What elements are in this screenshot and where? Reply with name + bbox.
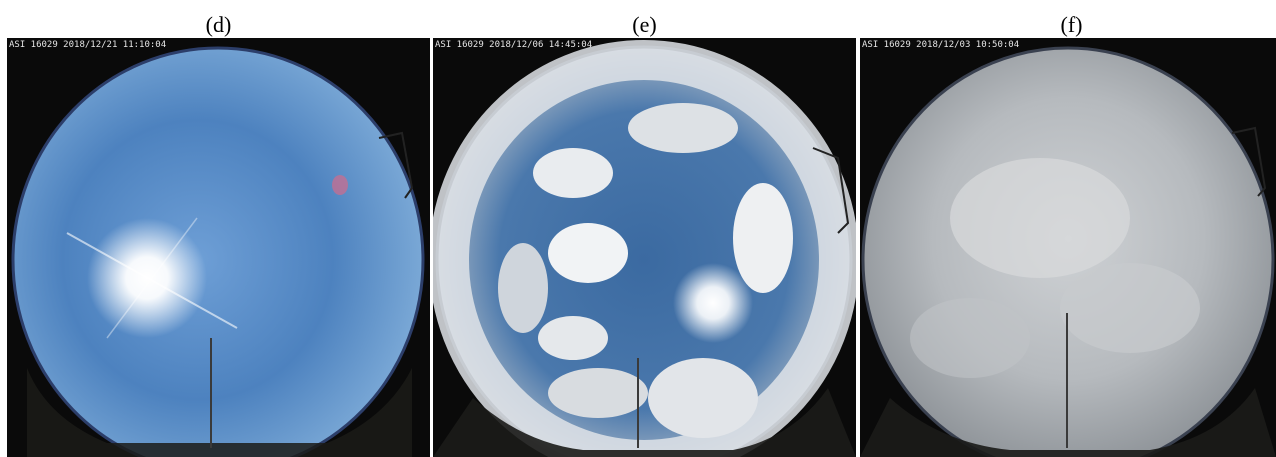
panel-f-sky-image: ASI 16029 2018/12/03 10:50:04 [860,38,1276,457]
overcast-sky-fisheye-image [860,38,1276,457]
panel-e: (e) [433,0,856,457]
panel-e-timestamp: ASI 16029 2018/12/06 14:45:04 [435,40,593,50]
panel-d-timestamp: ASI 16029 2018/12/21 11:10:04 [9,40,167,50]
panel-f-timestamp: ASI 16029 2018/12/03 10:50:04 [862,40,1020,50]
panel-f-caption: (f) [1060,12,1083,37]
panel-d-caption: (d) [205,12,232,37]
panel-e-caption: (e) [632,12,657,37]
panel-d: (d) [7,0,430,457]
cloudy-sky-fisheye-image [433,38,856,457]
panel-f: (f) ASI 16029 2018/12/03 10:50:04 [860,0,1276,457]
panel-d-sky-image: ASI 16029 2018/12/21 11:10:04 [7,38,430,457]
panel-e-sky-image: ASI 16029 2018/12/06 14:45:04 [433,38,856,457]
clear-sky-fisheye-image [7,38,430,457]
